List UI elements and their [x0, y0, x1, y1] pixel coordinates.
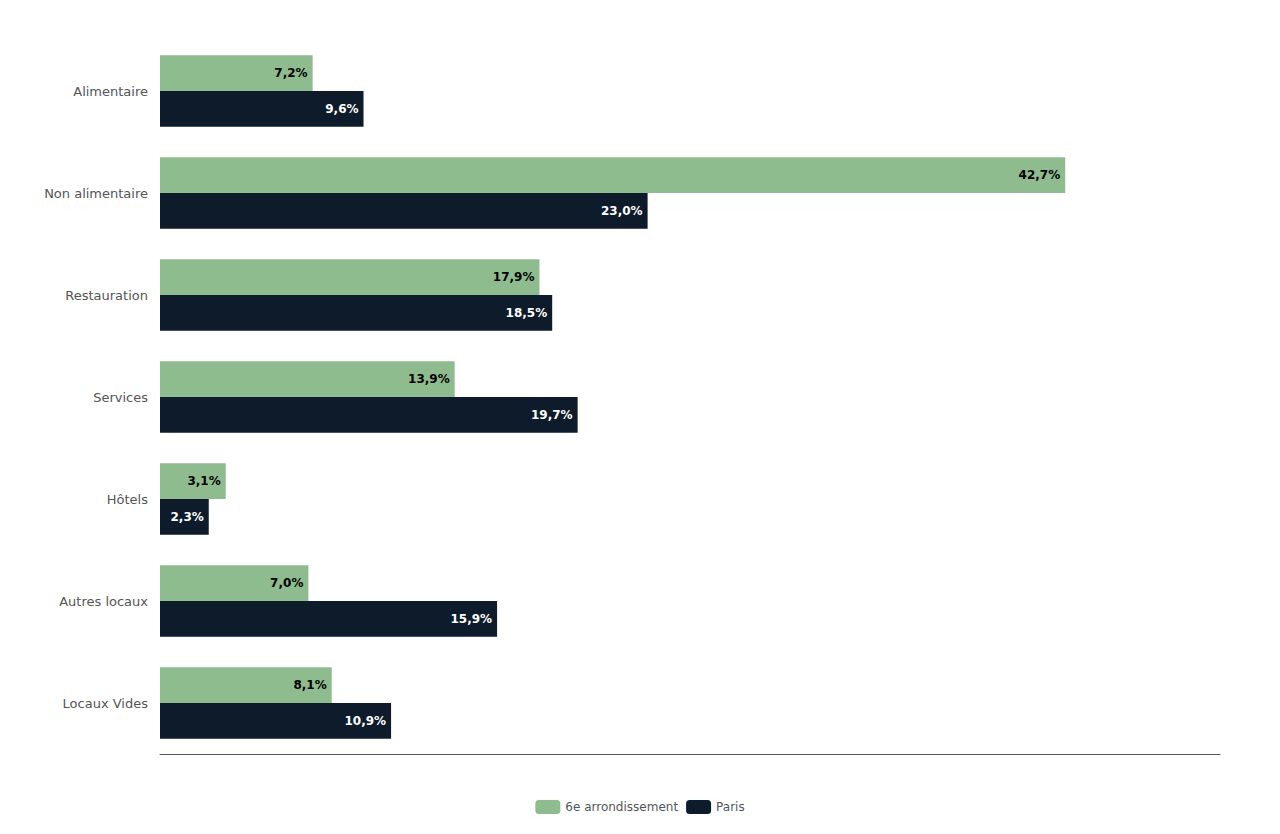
svg-text:7,0%: 7,0%: [270, 576, 303, 590]
svg-text:15,9%: 15,9%: [450, 612, 492, 626]
svg-text:19,7%: 19,7%: [531, 408, 573, 422]
svg-text:10,9%: 10,9%: [344, 714, 386, 728]
svg-text:Hôtels: Hôtels: [107, 492, 148, 507]
svg-text:23,0%: 23,0%: [601, 204, 643, 218]
svg-text:Autres locaux: Autres locaux: [59, 594, 148, 609]
svg-text:Paris: Paris: [716, 800, 745, 814]
svg-text:7,2%: 7,2%: [274, 66, 307, 80]
svg-text:17,9%: 17,9%: [493, 270, 535, 284]
svg-text:6e arrondissement: 6e arrondissement: [565, 800, 678, 814]
svg-text:Alimentaire: Alimentaire: [73, 84, 148, 99]
svg-text:Non alimentaire: Non alimentaire: [44, 186, 148, 201]
svg-text:8,1%: 8,1%: [293, 678, 326, 692]
svg-text:9,6%: 9,6%: [325, 102, 358, 116]
svg-text:3,1%: 3,1%: [187, 474, 220, 488]
svg-text:Restauration: Restauration: [65, 288, 148, 303]
svg-text:18,5%: 18,5%: [506, 306, 548, 320]
svg-text:Locaux Vides: Locaux Vides: [63, 696, 149, 711]
svg-text:2,3%: 2,3%: [170, 510, 203, 524]
svg-text:Services: Services: [93, 390, 148, 405]
svg-text:42,7%: 42,7%: [1019, 168, 1061, 182]
svg-text:13,9%: 13,9%: [408, 372, 450, 386]
